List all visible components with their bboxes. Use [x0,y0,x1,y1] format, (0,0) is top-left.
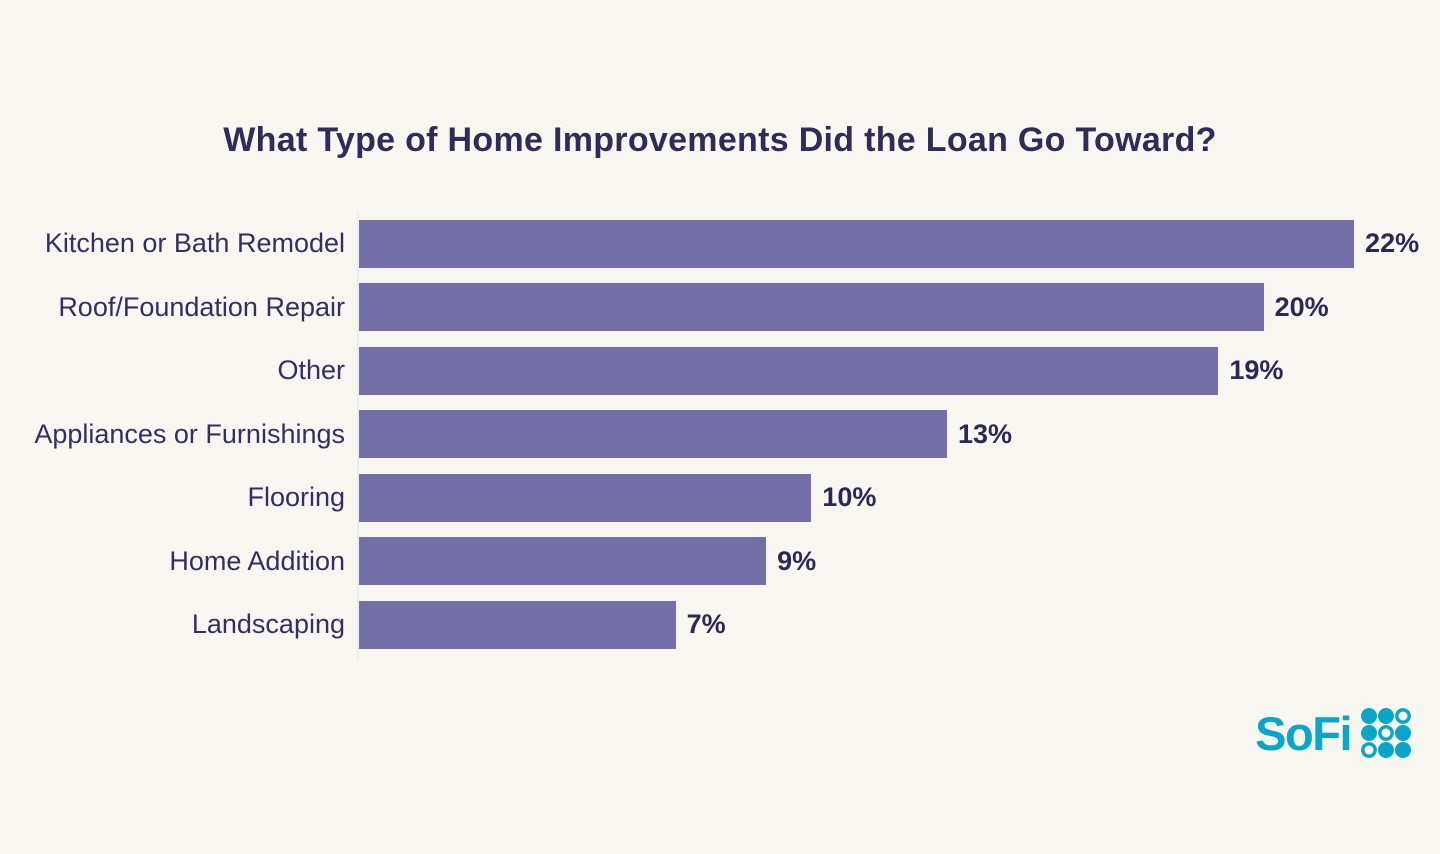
category-label: Landscaping [191,609,345,640]
category-label: Other [277,355,345,386]
value-label: 19% [1229,355,1284,386]
bar-row: Roof/Foundation Repair 20% [0,276,1440,340]
bar-row: Flooring 10% [0,466,1440,530]
value-label: 7% [686,609,726,640]
value-label: 10% [822,482,877,513]
bar-rows: Kitchen or Bath Remodel 22% Roof/Foundatio… [0,212,1440,657]
bar-track: 10% [359,473,1440,522]
bar-track: 7% [359,600,1440,649]
bar [359,283,1264,332]
category-label: Roof/Foundation Repair [58,291,345,322]
bar [359,473,812,522]
category-label: Kitchen or Bath Remodel [44,228,345,259]
value-label: 13% [957,418,1013,449]
bar-row: Home Addition 9% [0,530,1440,594]
bar [359,219,1355,268]
value-label: 22% [1365,228,1420,259]
bar-row: Landscaping 7% [0,593,1440,657]
bar [359,537,767,586]
bar-track: 22% [359,219,1440,268]
chart-title: What Type of Home Improvements Did the L… [223,121,1217,159]
bar-track: 19% [359,346,1440,395]
bar-chart: Kitchen or Bath Remodel 22% Roof/Foundatio… [0,212,1440,660]
value-label: 20% [1274,291,1329,322]
bar-row: Other 19% [0,339,1440,403]
bar-track: 20% [359,283,1440,332]
category-label: Appliances or Furnishings [34,418,345,449]
bar-track: 9% [359,537,1440,586]
category-label: Flooring [247,482,345,513]
bar [359,600,676,649]
bar [359,346,1219,395]
sofi-logo: SoFi [1255,707,1412,759]
bar [359,410,947,459]
value-label: 9% [777,545,817,576]
bar-row: Kitchen or Bath Remodel 22% [0,212,1440,276]
y-axis-line [357,212,359,660]
sofi-logo-text: SoFi [1255,706,1352,760]
bar-row: Appliances or Furnishings 13% [0,403,1440,467]
bar-track: 13% [359,410,1440,459]
sofi-dot-grid-icon [1360,707,1412,759]
category-label: Home Addition [169,545,345,576]
